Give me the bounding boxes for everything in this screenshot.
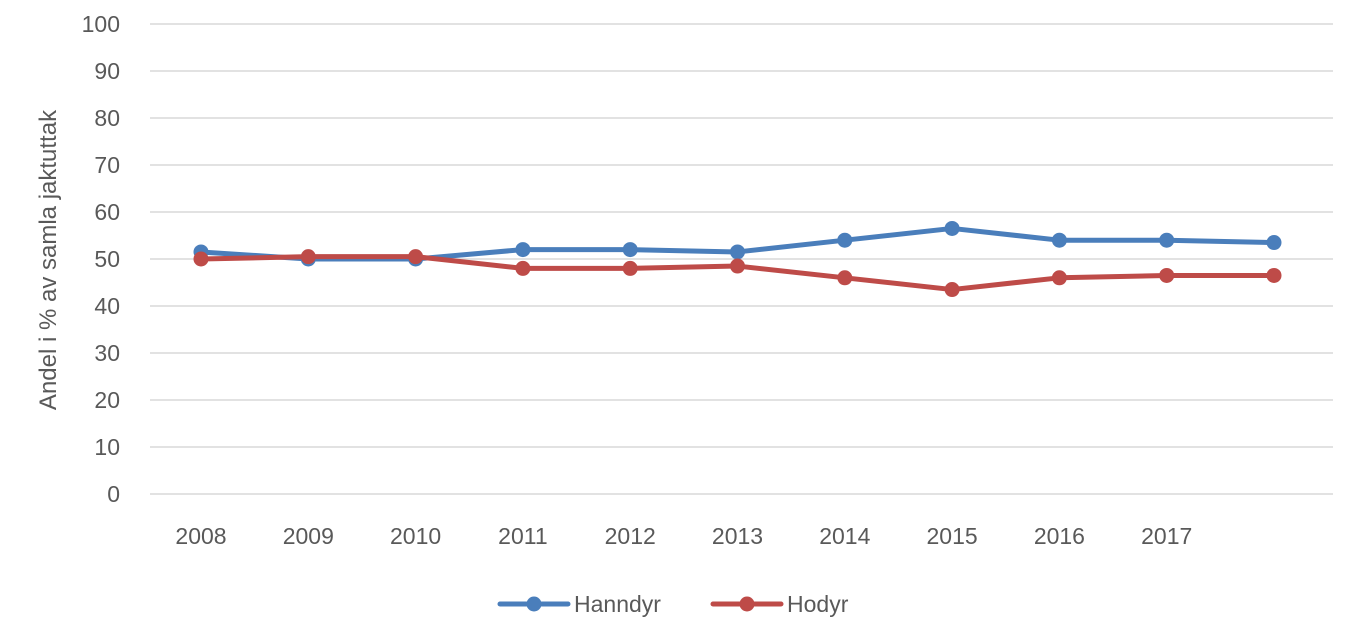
legend-swatch-marker — [739, 596, 755, 612]
x-axis-tick-labels: 2008 2009 2010 2011 2012 2013 2014 2015 2016 2017 — [175, 523, 1192, 549]
y-tick-label: 50 — [94, 246, 120, 272]
data-point-hanndyr — [1051, 232, 1067, 248]
data-point-hodyr — [622, 260, 638, 276]
y-tick-label: 80 — [94, 105, 120, 131]
x-tick-label: 2014 — [819, 523, 870, 549]
x-tick-label: 2009 — [283, 523, 334, 549]
data-point-hodyr — [1159, 267, 1175, 283]
y-tick-label: 70 — [94, 152, 120, 178]
y-axis-title: Andel i % av samla jaktuttak — [35, 109, 62, 410]
data-point-hanndyr — [944, 220, 960, 236]
y-tick-label: 60 — [94, 199, 120, 225]
data-point-hodyr — [515, 260, 531, 276]
series-lines — [193, 220, 1282, 298]
legend: Hanndyr Hodyr — [497, 591, 849, 617]
legend-item-hanndyr: Hanndyr — [497, 591, 661, 617]
data-point-hodyr — [1266, 267, 1282, 283]
data-point-hodyr — [408, 249, 424, 265]
data-point-hodyr — [1051, 270, 1067, 286]
data-point-hodyr — [730, 258, 745, 274]
x-tick-label: 2012 — [605, 523, 656, 549]
x-tick-label: 2011 — [498, 523, 547, 549]
data-point-hodyr — [193, 251, 209, 267]
y-tick-label: 10 — [94, 434, 120, 460]
data-point-hanndyr — [1266, 235, 1282, 251]
x-tick-label: 2017 — [1141, 523, 1192, 549]
x-tick-label: 2010 — [390, 523, 441, 549]
data-point-hodyr — [837, 270, 853, 286]
x-tick-label: 2008 — [175, 523, 226, 549]
y-axis-tick-labels: 0 10 20 30 40 50 60 70 80 90 100 — [82, 11, 120, 507]
y-tick-label: 20 — [94, 387, 120, 413]
data-point-hanndyr — [622, 242, 638, 258]
x-tick-label: 2016 — [1034, 523, 1085, 549]
data-point-hanndyr — [515, 242, 531, 258]
legend-label: Hanndyr — [574, 591, 661, 617]
y-tick-label: 30 — [94, 340, 120, 366]
legend-swatch-marker — [526, 596, 542, 612]
y-tick-label: 100 — [82, 11, 120, 37]
x-tick-label: 2013 — [712, 523, 763, 549]
y-tick-label: 0 — [107, 481, 120, 507]
legend-label: Hodyr — [787, 591, 849, 617]
data-point-hodyr — [300, 249, 316, 265]
x-tick-label: 2015 — [927, 523, 978, 549]
series-hodyr — [193, 249, 1282, 298]
y-tick-label: 40 — [94, 293, 120, 319]
legend-item-hodyr: Hodyr — [710, 591, 849, 617]
data-point-hanndyr — [730, 244, 745, 260]
data-point-hanndyr — [1159, 232, 1175, 248]
data-point-hanndyr — [837, 232, 853, 248]
y-tick-label: 90 — [94, 58, 120, 84]
data-point-hodyr — [944, 282, 960, 298]
